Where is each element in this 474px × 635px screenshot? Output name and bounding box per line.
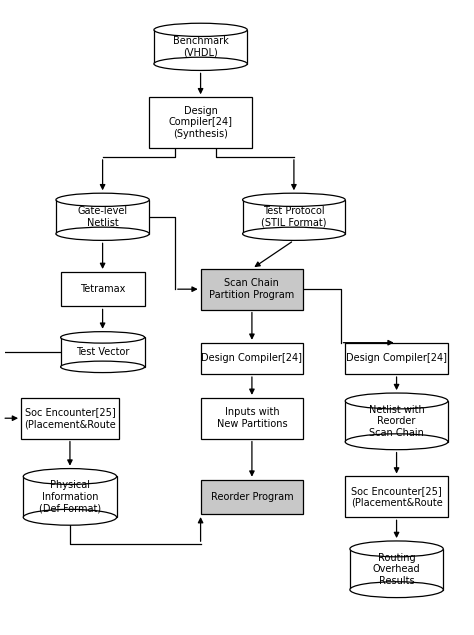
Bar — [247, 234, 341, 241]
Bar — [154, 30, 247, 64]
Bar — [65, 333, 140, 338]
Bar — [158, 25, 243, 31]
Text: Routing
Overhead
Results: Routing Overhead Results — [373, 552, 420, 586]
Bar — [23, 476, 117, 518]
Bar — [149, 97, 252, 147]
Text: Soc Encounter[25]
(Placement&Route: Soc Encounter[25] (Placement&Route — [351, 486, 442, 508]
Bar — [354, 590, 439, 598]
Bar — [243, 200, 345, 234]
Bar — [61, 272, 145, 307]
Bar — [60, 234, 145, 241]
Text: Test Vector: Test Vector — [76, 347, 129, 357]
Bar — [345, 476, 448, 518]
Bar — [158, 64, 243, 70]
Ellipse shape — [61, 361, 145, 373]
Ellipse shape — [243, 193, 345, 206]
Ellipse shape — [345, 434, 448, 450]
Text: Design Compiler[24]: Design Compiler[24] — [201, 354, 302, 363]
Bar — [60, 194, 145, 201]
Text: Design Compiler[24]: Design Compiler[24] — [346, 354, 447, 363]
Bar — [349, 394, 444, 402]
Ellipse shape — [243, 227, 345, 241]
Bar — [56, 200, 149, 234]
Bar — [345, 401, 448, 442]
Text: Tetramax: Tetramax — [80, 284, 125, 294]
Bar — [61, 337, 145, 367]
Ellipse shape — [56, 193, 149, 206]
Text: Netlist with
Reorder
Scan Chain: Netlist with Reorder Scan Chain — [369, 404, 424, 438]
Ellipse shape — [56, 227, 149, 241]
Text: Benchmark
(VHDL): Benchmark (VHDL) — [173, 36, 228, 58]
Bar — [247, 194, 341, 201]
Ellipse shape — [350, 541, 443, 557]
Text: Physical
Information
(Def Format): Physical Information (Def Format) — [39, 480, 101, 514]
Bar — [349, 442, 444, 450]
Ellipse shape — [154, 23, 247, 36]
Bar — [201, 269, 303, 310]
Ellipse shape — [154, 57, 247, 70]
Bar — [27, 470, 112, 478]
Text: Test Protocol
(STIL Format): Test Protocol (STIL Format) — [261, 206, 327, 227]
Bar — [350, 549, 443, 590]
Ellipse shape — [345, 393, 448, 409]
Ellipse shape — [61, 331, 145, 343]
Bar — [65, 367, 140, 373]
Text: Reorder Program: Reorder Program — [210, 492, 293, 502]
Text: Design
Compiler[24]
(Synthesis): Design Compiler[24] (Synthesis) — [169, 106, 233, 139]
Bar — [21, 398, 119, 439]
Text: Scan Chain
Partition Program: Scan Chain Partition Program — [210, 278, 294, 300]
Bar — [201, 398, 303, 439]
Bar — [345, 343, 448, 374]
Text: Gate-level
Netlist: Gate-level Netlist — [78, 206, 128, 227]
Ellipse shape — [23, 469, 117, 485]
Bar — [354, 542, 439, 550]
Text: Soc Encounter[25]
(Placement&Route: Soc Encounter[25] (Placement&Route — [24, 408, 116, 429]
Bar — [201, 479, 303, 514]
Ellipse shape — [23, 509, 117, 525]
Ellipse shape — [350, 582, 443, 598]
Text: Inputs with
New Partitions: Inputs with New Partitions — [217, 408, 287, 429]
Bar — [27, 518, 112, 525]
Bar — [201, 343, 303, 374]
